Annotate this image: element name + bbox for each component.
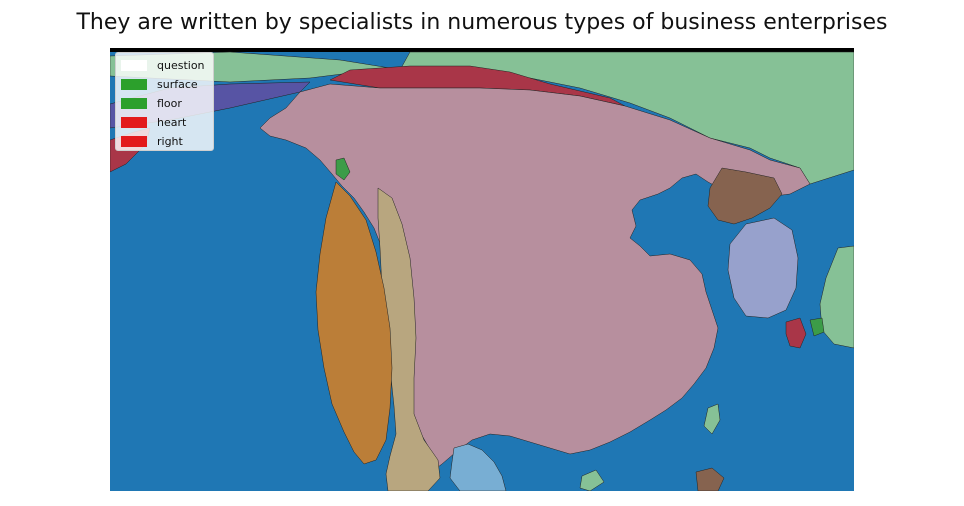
region-south-mint xyxy=(579,469,605,491)
legend-item: heart xyxy=(121,113,213,132)
legend-label: surface xyxy=(157,78,198,91)
legend-swatch xyxy=(121,117,147,128)
legend-item: floor xyxy=(121,94,213,113)
region-lavender xyxy=(727,217,799,319)
region-dark-brown xyxy=(707,167,783,225)
region-red-small xyxy=(785,317,807,349)
legend: question surface floor heart right xyxy=(115,52,214,151)
top-border-strip xyxy=(110,48,854,52)
region-orange xyxy=(315,181,393,465)
map-title: They are written by specialists in numer… xyxy=(76,10,888,35)
legend-item: right xyxy=(121,132,213,151)
region-dark-brown-south xyxy=(695,467,725,491)
legend-swatch xyxy=(121,79,147,90)
legend-item: surface xyxy=(121,75,213,94)
legend-label: right xyxy=(157,135,183,148)
legend-swatch xyxy=(121,98,147,109)
region-island-mint xyxy=(703,403,721,435)
region-green-small xyxy=(335,157,351,181)
region-green-east xyxy=(809,317,825,337)
region-light-blue xyxy=(449,443,507,491)
legend-label: floor xyxy=(157,97,182,110)
legend-label: question xyxy=(157,59,205,72)
map-area xyxy=(110,48,854,491)
legend-swatch xyxy=(121,60,147,71)
legend-label: heart xyxy=(157,116,187,129)
region-east-mint xyxy=(819,245,854,349)
legend-item: question xyxy=(121,56,213,75)
legend-swatch xyxy=(121,136,147,147)
